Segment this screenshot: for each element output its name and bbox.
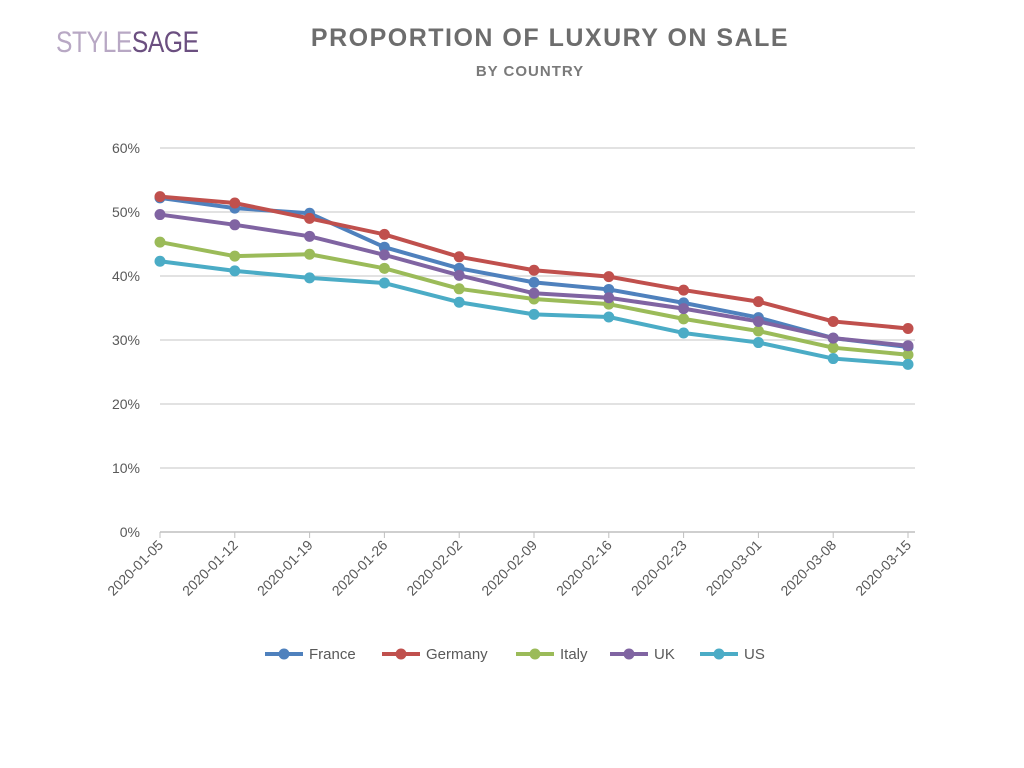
x-tick-label: 2020-03-08 — [777, 537, 839, 599]
x-axis-ticks: 2020-01-05 2020-01-12 2020-01-19 2020-01-26… — [104, 532, 914, 599]
legend-item-us[interactable]: US — [700, 646, 765, 663]
data-point-uk — [304, 230, 316, 242]
y-tick-label: 60% — [112, 140, 140, 156]
data-point-germany — [378, 228, 390, 240]
x-tick-label: 2020-01-05 — [104, 537, 166, 599]
data-point-italy — [378, 262, 390, 274]
data-point-italy — [902, 349, 914, 361]
x-tick-label: 2020-02-16 — [553, 537, 615, 599]
data-point-germany — [154, 191, 166, 203]
x-tick-label: 2020-01-12 — [179, 537, 241, 599]
y-axis-ticks: 0% 10% 20% 30% 40% 50% 60% — [112, 140, 140, 540]
data-point-france — [603, 283, 615, 295]
data-point-france — [528, 276, 540, 288]
stylesage-logo: STYLESAGE — [56, 26, 199, 60]
data-point-us — [378, 277, 390, 289]
legend-swatch-marker — [713, 648, 725, 660]
data-point-us — [827, 353, 839, 365]
x-tick-label: 2020-01-26 — [329, 537, 391, 599]
data-point-us — [528, 308, 540, 320]
data-point-uk — [678, 303, 690, 315]
data-point-uk — [603, 292, 615, 304]
data-point-uk — [229, 219, 241, 231]
data-point-germany — [603, 271, 615, 283]
legend-item-france[interactable]: France — [265, 646, 356, 663]
chart-subtitle: BY COUNTRY — [475, 63, 585, 80]
legend-item-italy[interactable]: Italy — [516, 646, 588, 663]
data-point-germany — [752, 296, 764, 308]
legend-label: US — [744, 646, 765, 663]
logo-part-style: STYLE — [56, 26, 132, 59]
data-point-italy — [229, 250, 241, 262]
legend[interactable]: France Germany Italy UK US — [265, 646, 765, 663]
legend-item-uk[interactable]: UK — [610, 646, 675, 663]
data-point-germany — [678, 284, 690, 296]
x-tick-label: 2020-03-01 — [703, 537, 765, 599]
data-point-italy — [752, 325, 764, 337]
y-tick-label: 30% — [112, 332, 140, 348]
data-point-italy — [827, 342, 839, 354]
data-point-us — [229, 265, 241, 277]
series-line-germany — [159, 194, 909, 331]
y-tick-label: 50% — [112, 204, 140, 220]
x-tick-label: 2020-02-23 — [628, 537, 690, 599]
data-point-us — [304, 272, 316, 284]
chart-title: PROPORTION OF LUXURY ON SALE — [310, 24, 790, 52]
legend-label: UK — [654, 646, 675, 663]
x-tick-label: 2020-01-19 — [254, 537, 316, 599]
legend-swatch-marker — [623, 648, 635, 660]
legend-label: France — [309, 646, 356, 663]
legend-swatch-marker — [395, 648, 407, 660]
y-tick-label: 40% — [112, 268, 140, 284]
data-point-italy — [678, 313, 690, 325]
data-point-uk — [378, 249, 390, 261]
data-point-uk — [827, 332, 839, 344]
data-point-germany — [827, 315, 839, 327]
data-point-germany — [453, 251, 465, 263]
legend-swatch-marker — [278, 648, 290, 660]
data-point-italy — [453, 283, 465, 295]
data-point-germany — [902, 322, 914, 334]
data-point-us — [678, 327, 690, 339]
data-point-us — [154, 255, 166, 267]
legend-item-germany[interactable]: Germany — [382, 646, 488, 663]
legend-swatch-marker — [529, 648, 541, 660]
data-point-us — [603, 311, 615, 323]
data-point-uk — [528, 287, 540, 299]
data-point-germany — [304, 212, 316, 224]
x-tick-label: 2020-03-15 — [852, 537, 914, 599]
x-tick-label: 2020-02-09 — [478, 537, 540, 599]
legend-label: Germany — [426, 646, 488, 663]
data-point-italy — [304, 248, 316, 260]
series-lines — [154, 191, 914, 370]
data-point-us — [752, 337, 764, 349]
logo-part-sage: SAGE — [131, 26, 199, 59]
data-point-uk — [752, 315, 764, 327]
data-point-germany — [229, 197, 241, 209]
data-point-us — [453, 296, 465, 308]
data-point-germany — [528, 264, 540, 276]
data-point-uk — [453, 269, 465, 281]
data-point-italy — [154, 236, 166, 248]
data-point-france — [378, 241, 390, 253]
data-point-uk — [154, 209, 166, 221]
data-point-uk — [902, 340, 914, 352]
y-tick-label: 0% — [120, 524, 140, 540]
y-tick-label: 10% — [112, 460, 140, 476]
x-tick-label: 2020-02-02 — [403, 537, 465, 599]
legend-label: Italy — [560, 646, 588, 663]
y-tick-label: 20% — [112, 396, 140, 412]
data-point-us — [902, 358, 914, 370]
